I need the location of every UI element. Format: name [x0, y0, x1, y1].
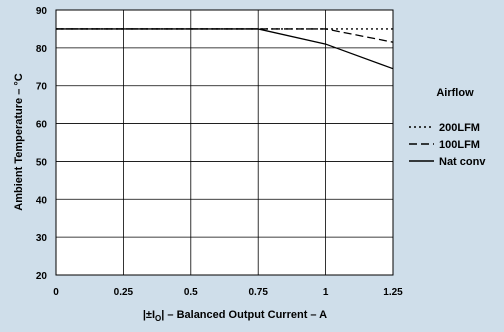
- y-tick-label: 90: [36, 6, 48, 17]
- x-axis-label-main: |±I: [143, 309, 155, 321]
- legend-label: Nat conv: [439, 156, 486, 168]
- y-tick-label: 20: [36, 271, 48, 282]
- x-tick-label: 1.25: [383, 287, 403, 298]
- legend-title: Airflow: [436, 87, 474, 99]
- y-axis-label: Ambient Temperature – °C: [13, 73, 25, 211]
- y-tick-label: 40: [36, 195, 48, 206]
- x-tick-label: 1: [323, 287, 329, 298]
- series-line-nat-conv: [56, 28, 394, 70]
- series-layer: [56, 28, 394, 70]
- x-axis-label-subscript: O: [155, 314, 161, 323]
- y-tick-label: 60: [36, 120, 48, 131]
- x-tick-label: 0.75: [248, 287, 268, 298]
- legend-label: 100LFM: [439, 139, 480, 151]
- x-tick-label: 0.5: [184, 287, 198, 298]
- plot-area: [55, 9, 394, 276]
- x-tick-label: 0.25: [114, 287, 134, 298]
- tick-labels: 0 0.25 0.5 0.75 1 1.25 20 30 40 50 60 70 80 90: [36, 6, 403, 298]
- y-tick-label: 30: [36, 233, 48, 244]
- x-axis-label-rest: | – Balanced Output Current – A: [161, 309, 327, 321]
- x-tick-label: 0: [53, 287, 59, 298]
- grid: [55, 9, 394, 276]
- y-tick-label: 70: [36, 82, 48, 93]
- y-tick-label: 80: [36, 44, 48, 55]
- legend-label: 200LFM: [439, 122, 480, 134]
- y-tick-label: 50: [36, 157, 48, 168]
- x-axis-label: |±IO| – Balanced Output Current – A: [143, 309, 327, 323]
- legend: 200LFM 100LFM Nat conv: [409, 122, 486, 168]
